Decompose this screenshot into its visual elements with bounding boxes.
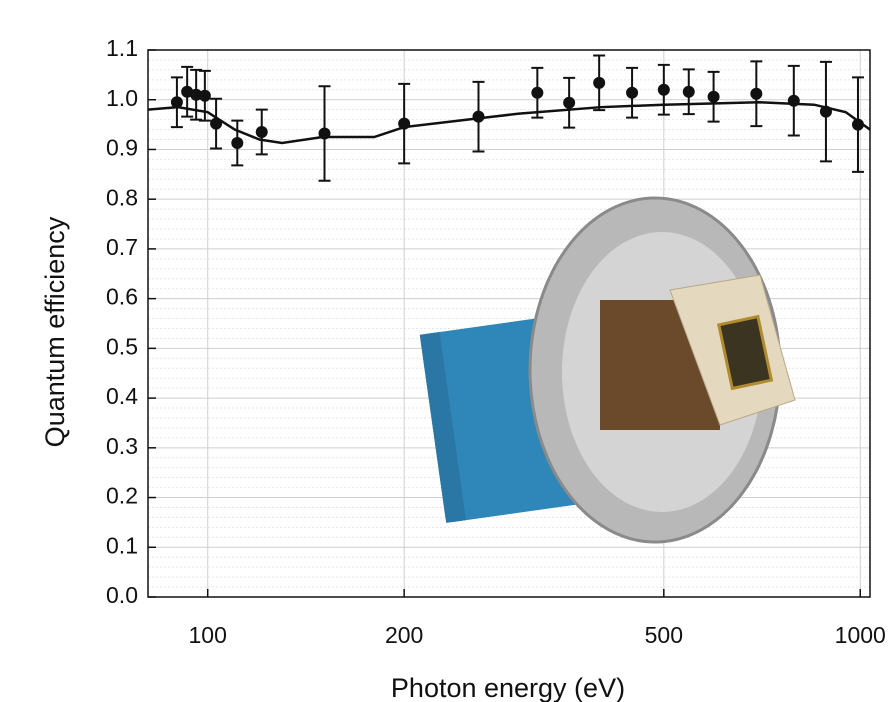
x-tick-label: 100 <box>189 622 227 648</box>
y-tick-label: 0.3 <box>106 433 138 459</box>
y-tick-label: 0.5 <box>106 333 138 359</box>
x-tick-label: 1000 <box>835 622 886 648</box>
camera-side <box>419 331 466 523</box>
data-layer <box>147 54 871 182</box>
y-tick-label: 0.9 <box>106 135 138 161</box>
data-point <box>190 88 203 101</box>
data-point <box>170 96 183 109</box>
data-point <box>563 96 576 109</box>
data-point <box>531 86 544 99</box>
data-point <box>750 87 763 100</box>
x-tick-label: 500 <box>645 622 683 648</box>
x-axis-label: Photon energy (eV) <box>391 673 625 702</box>
y-tick-label: 0.4 <box>106 383 138 409</box>
x-tick-label: 200 <box>385 622 423 648</box>
data-point <box>657 83 670 96</box>
y-tick-label: 1.0 <box>106 85 138 111</box>
data-point <box>682 85 695 98</box>
axis-layer: 0.0 0.1 0.2 0.3 0.4 0.5 0.6 0.7 0.8 0.9 1.0 1.1 100 2… <box>106 35 886 648</box>
y-tick-label: 0.6 <box>106 284 138 310</box>
y-tick-label: 0.8 <box>106 184 138 210</box>
model-line <box>147 100 871 145</box>
data-point <box>707 90 720 103</box>
device-photo <box>419 196 796 544</box>
plot-frame <box>147 49 871 598</box>
y-tick-label: 0.1 <box>106 532 138 558</box>
y-tick-label: 0.2 <box>106 483 138 509</box>
data-point <box>255 126 268 139</box>
sensor <box>717 314 774 391</box>
y-axis-label: Quantum efficiency <box>40 216 70 447</box>
data-point <box>593 76 606 89</box>
y-tick-label: 0.0 <box>106 582 138 608</box>
y-tick-label: 0.7 <box>106 234 138 260</box>
y-tick-label: 1.1 <box>106 35 138 61</box>
data-point <box>626 86 639 99</box>
data-point <box>198 89 211 102</box>
data-point <box>231 136 244 149</box>
